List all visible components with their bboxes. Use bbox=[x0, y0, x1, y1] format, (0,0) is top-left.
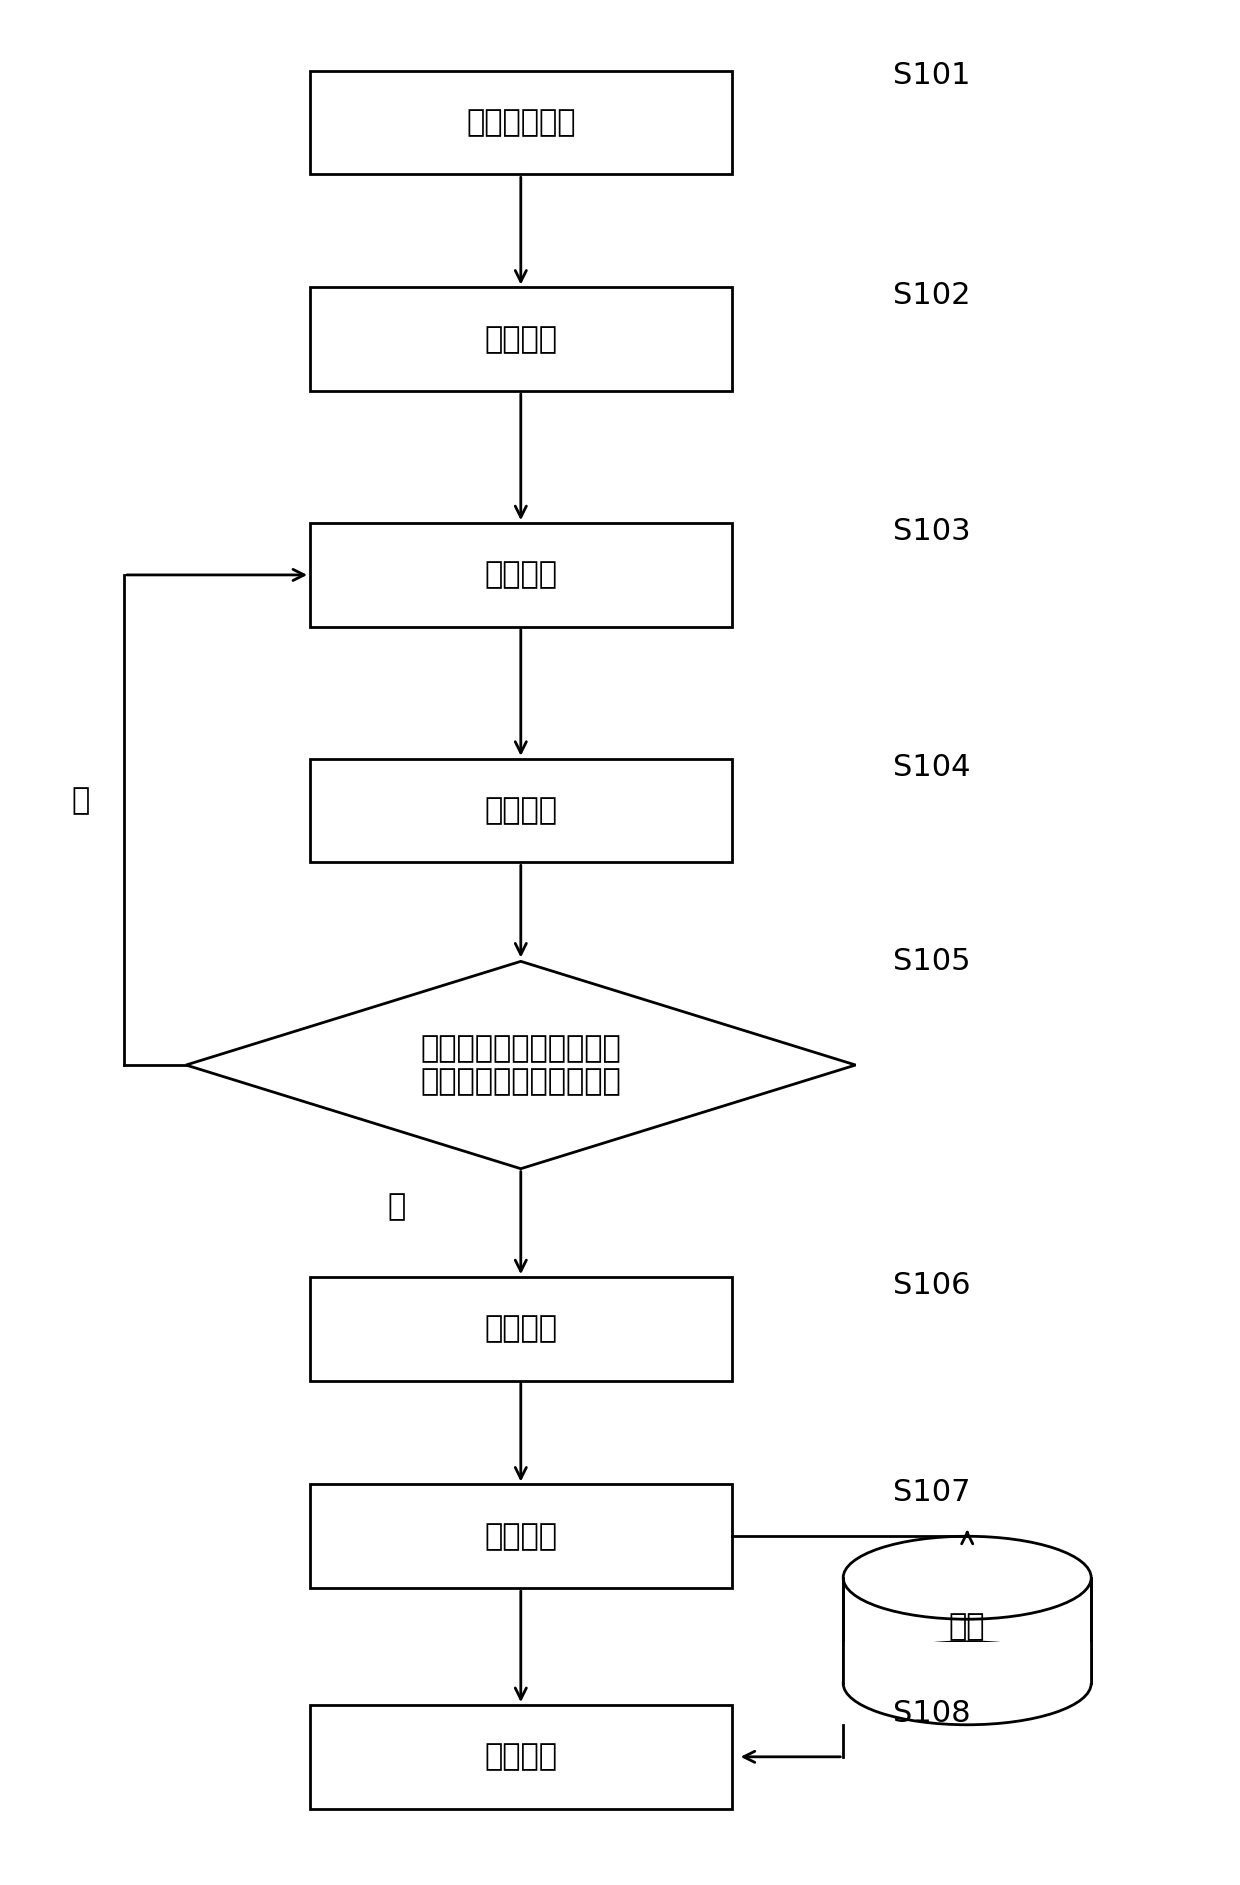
Text: S107: S107 bbox=[893, 1478, 970, 1508]
Polygon shape bbox=[186, 961, 856, 1169]
Bar bbox=[310, 287, 732, 392]
Text: 激发硬件: 激发硬件 bbox=[485, 560, 557, 590]
Text: S105: S105 bbox=[893, 946, 970, 976]
Text: 磁盘: 磁盘 bbox=[949, 1612, 986, 1640]
Text: 停止扫描: 停止扫描 bbox=[485, 1314, 557, 1344]
Text: 采集数据: 采集数据 bbox=[485, 795, 557, 826]
Ellipse shape bbox=[843, 1536, 1091, 1619]
Text: 优化扫描协议: 优化扫描协议 bbox=[466, 107, 575, 138]
Text: 是: 是 bbox=[388, 1191, 405, 1221]
Text: 启动扫描: 启动扫描 bbox=[485, 324, 557, 354]
Text: 否: 否 bbox=[72, 786, 89, 816]
Text: S102: S102 bbox=[893, 281, 970, 311]
Bar bbox=[843, 1642, 1091, 1683]
Bar bbox=[310, 522, 732, 626]
Text: S103: S103 bbox=[893, 516, 971, 547]
Text: S104: S104 bbox=[893, 752, 970, 782]
Text: 采集的数据是否已满足扫
描协议中设置的线数要求: 采集的数据是否已满足扫 描协议中设置的线数要求 bbox=[420, 1033, 621, 1097]
Text: 图像重建: 图像重建 bbox=[485, 1521, 557, 1551]
Bar bbox=[310, 758, 732, 863]
Text: 图像显示: 图像显示 bbox=[485, 1742, 557, 1772]
Bar bbox=[310, 1485, 732, 1587]
Bar bbox=[310, 1278, 732, 1380]
Text: S106: S106 bbox=[893, 1270, 970, 1301]
Ellipse shape bbox=[843, 1642, 1091, 1725]
Bar bbox=[310, 1704, 732, 1810]
Text: S101: S101 bbox=[893, 60, 970, 90]
Text: S108: S108 bbox=[893, 1698, 971, 1729]
Bar bbox=[310, 70, 732, 173]
